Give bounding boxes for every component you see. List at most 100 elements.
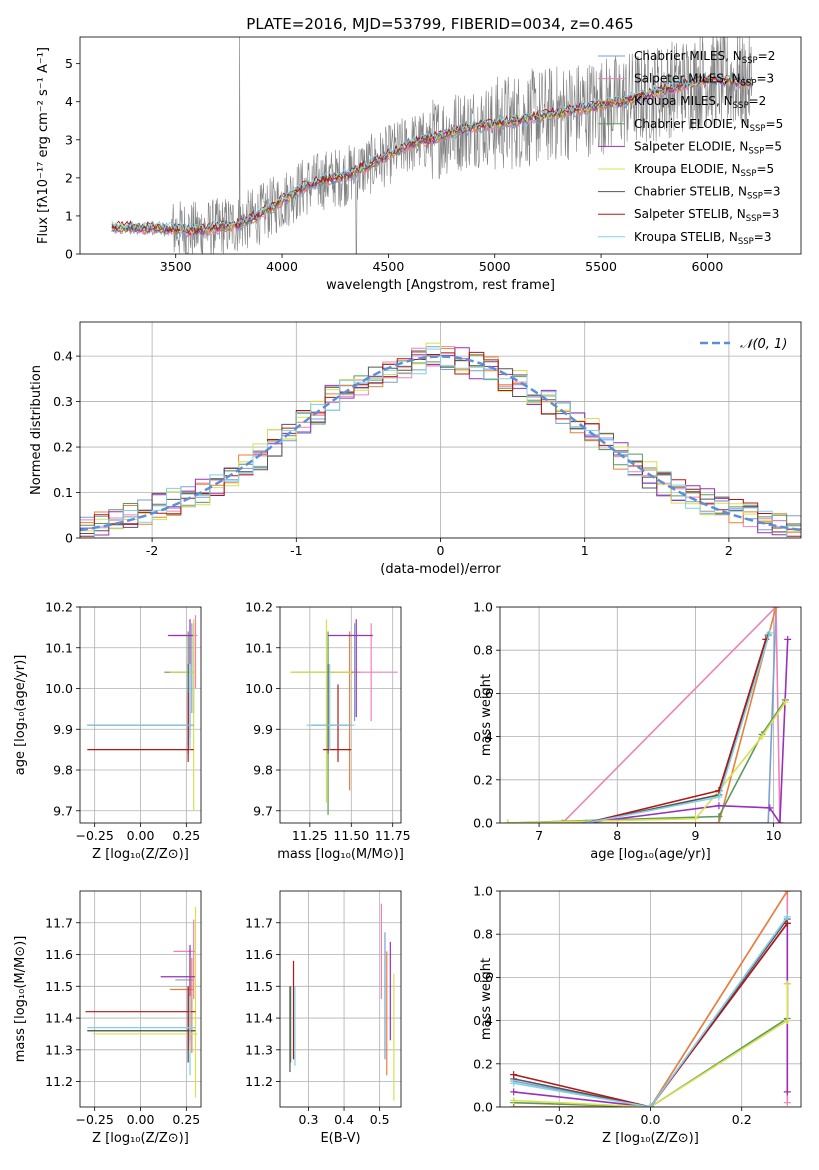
error-bar-point xyxy=(311,664,352,754)
y-tick-label: 11.6 xyxy=(245,947,273,962)
y-axis-label: mass weight xyxy=(479,958,494,1040)
axes-frame xyxy=(279,606,402,824)
plot-area-residuals xyxy=(80,322,801,538)
y-tick-label: 11.3 xyxy=(245,1042,273,1057)
y-tick-label: 0.4 xyxy=(473,1013,493,1028)
x-tick-label: 11.75 xyxy=(375,828,411,843)
y-tick-label: 0.1 xyxy=(53,485,73,500)
y-tick-label: 11.4 xyxy=(45,1011,73,1026)
mass-weight-line xyxy=(585,632,771,823)
x-tick-label: 5000 xyxy=(479,259,511,274)
y-tick-label: 0.2 xyxy=(53,440,73,455)
y-axis-label: mass weight xyxy=(479,674,494,756)
y-tick-label: 1 xyxy=(65,208,73,223)
mass-weight-marker xyxy=(783,1088,791,1096)
x-tick-label: 0.3 xyxy=(299,1112,319,1127)
x-axis-label: age [log₁₀(age/yr)] xyxy=(590,847,711,862)
axes-age-vs-Z: −0.25 0.00 0.25 9.7 9.8 9.9 10.0 10.1 10.2 Z [log… xyxy=(13,600,202,862)
mass-weight-line xyxy=(513,891,788,1107)
error-bar-point xyxy=(169,619,196,811)
y-tick-label: 11.7 xyxy=(245,915,273,930)
y-tick-label: 0.0 xyxy=(473,1100,493,1115)
mass-weight-marker xyxy=(510,1071,518,1079)
mass-weight-marker xyxy=(504,819,512,823)
error-bar-point xyxy=(289,619,352,803)
y-tick-label: 3 xyxy=(65,132,73,147)
error-bar-point xyxy=(87,692,194,762)
mass-weight-marker xyxy=(758,733,766,741)
y-tick-label: 1.0 xyxy=(473,600,493,615)
x-axis-label: Z [log₁₀(Z/Z⊙)] xyxy=(92,847,189,862)
error-bar-point xyxy=(328,619,373,718)
mass-weight-marker xyxy=(783,1017,791,1025)
y-tick-label: 0.8 xyxy=(473,643,493,658)
mass-weight-marker xyxy=(784,635,792,643)
y-tick-label: 11.2 xyxy=(245,1074,273,1089)
mass-weight-marker xyxy=(715,793,723,801)
y-tick-label: 11.6 xyxy=(45,947,73,962)
x-tick-label: 10 xyxy=(766,828,782,843)
error-bar-point xyxy=(87,995,196,1076)
x-tick-label: 0.00 xyxy=(127,1112,155,1127)
axes-age-vs-mass: 11.25 11.50 11.75 9.7 9.8 9.9 10.0 10.1 10.2 mass… xyxy=(245,600,410,863)
y-tick-label: 0.6 xyxy=(473,970,493,985)
mass-weight-marker xyxy=(783,891,791,895)
x-axis-label: Z [log₁₀(Z/Z⊙)] xyxy=(602,1131,699,1146)
mass-weight-line xyxy=(513,922,788,1107)
legend-entry: Kroupa ELODIE, NSSP=5 xyxy=(634,162,774,179)
mass-weight-marker xyxy=(510,1088,518,1096)
y-tick-label: 1.0 xyxy=(473,884,493,899)
error-bar-point xyxy=(87,664,194,750)
plot-area-spectrum xyxy=(111,37,753,254)
y-tick-label: 0.6 xyxy=(473,686,493,701)
y-tick-label: 10.2 xyxy=(245,600,273,615)
error-bar-point xyxy=(173,919,196,999)
model-spectrum-line xyxy=(111,72,752,232)
error-bar-point xyxy=(323,684,352,762)
y-tick-label: 9.8 xyxy=(53,763,73,778)
mass-weight-marker xyxy=(783,1099,791,1107)
x-tick-label: 11.50 xyxy=(333,828,369,843)
y-tick-label: 9.7 xyxy=(253,803,273,818)
x-tick-label: 9 xyxy=(691,828,699,843)
legend-entry: Salpeter MILES, NSSP=3 xyxy=(634,72,774,89)
x-tick-label: 0.4 xyxy=(334,1112,354,1127)
mass-weight-marker xyxy=(783,913,791,921)
mass-weight-line xyxy=(585,634,769,823)
legend-entry: Kroupa MILES, NSSP=2 xyxy=(634,94,766,111)
y-tick-label: 10.0 xyxy=(45,681,73,696)
error-bar-point xyxy=(169,623,196,713)
y-tick-label: 2 xyxy=(65,170,73,185)
x-tick-label: 4000 xyxy=(266,259,298,274)
mass-weight-line xyxy=(562,607,777,823)
y-tick-label: 11.2 xyxy=(45,1074,73,1089)
x-tick-label: 3500 xyxy=(160,259,192,274)
y-tick-label: 9.7 xyxy=(53,803,73,818)
y-tick-label: 0.4 xyxy=(53,349,73,364)
plot-area-weight-vs-Z xyxy=(500,891,801,1107)
y-axis-label: Flux [fλ10⁻¹⁷ erg cm⁻² s⁻¹ A⁻¹] xyxy=(36,47,51,244)
axes-frame xyxy=(499,890,802,1108)
y-tick-label: 11.5 xyxy=(45,979,73,994)
x-tick-label: -1 xyxy=(290,543,302,558)
x-tick-label: 1 xyxy=(581,543,589,558)
axes-frame xyxy=(79,606,202,824)
legend-entry: Chabrier STELIB, NSSP=3 xyxy=(634,185,781,202)
error-bar-point xyxy=(85,986,196,1050)
mass-weight-marker xyxy=(783,919,791,927)
y-tick-label: 0 xyxy=(65,531,73,546)
x-tick-label: 0.00 xyxy=(127,828,155,843)
mass-weight-line xyxy=(513,918,788,1107)
mass-weight-marker xyxy=(781,698,789,706)
plot-area-mass-vs-EBV xyxy=(280,891,401,1107)
axes-frame xyxy=(499,606,802,824)
mass-weight-marker xyxy=(715,819,723,823)
mass-weight-marker xyxy=(783,980,791,988)
mass-weight-marker xyxy=(647,1103,654,1107)
error-bar-point xyxy=(87,986,196,1063)
x-tick-label: 5500 xyxy=(585,259,617,274)
plot-area-age-vs-Z xyxy=(80,607,201,823)
x-tick-label: 2 xyxy=(725,543,733,558)
residual-histogram xyxy=(80,348,801,538)
